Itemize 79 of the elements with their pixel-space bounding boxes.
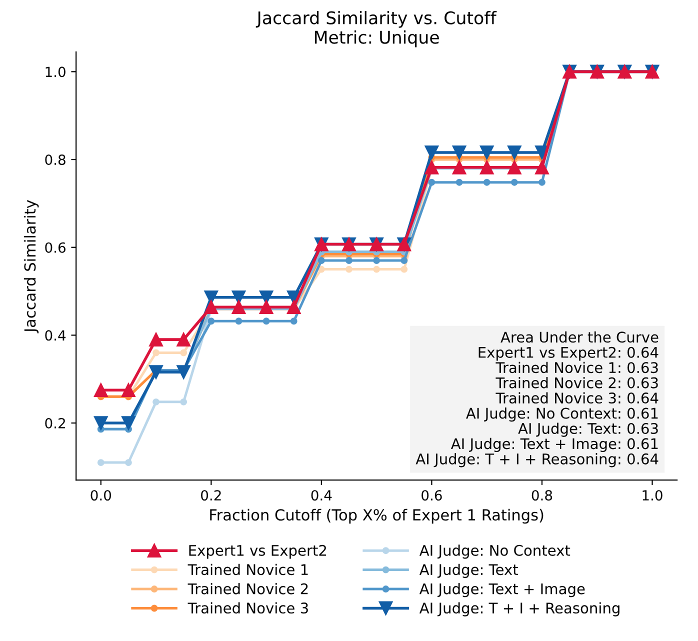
y-axis-title: Jaccard Similarity [24, 200, 39, 334]
point [346, 257, 352, 264]
point [149, 365, 163, 380]
annotation: Expert1 vs Expert2: 0.64 [478, 346, 658, 361]
annotation: Trained Novice 3: 0.64 [496, 392, 658, 404]
annotation: AI Judge: T + I + Reasoning: 0.64 [416, 453, 658, 468]
point [235, 318, 242, 325]
point [124, 459, 132, 466]
x-tick-label: 0.0 [90, 490, 112, 501]
point [456, 178, 463, 186]
point [424, 160, 439, 174]
point [290, 318, 298, 325]
point [318, 257, 325, 264]
annotation: Trained Novice 2: 0.63 [496, 377, 658, 388]
x-tick-label: 1.0 [642, 490, 662, 501]
point [97, 459, 104, 466]
annotation: AI Judge: Text: 0.63 [518, 422, 658, 437]
point [373, 257, 380, 264]
x-tick-label: 0.8 [532, 490, 552, 501]
point [259, 290, 274, 304]
point [538, 178, 546, 186]
y-tick-label: 0.8 [45, 154, 66, 165]
point [122, 416, 136, 430]
point [452, 146, 466, 160]
point [428, 178, 436, 186]
legend-label: AI Judge: Text [419, 564, 518, 578]
point [94, 383, 108, 398]
point [507, 160, 522, 174]
point [180, 349, 188, 356]
point [400, 257, 408, 264]
legend-label: AI Judge: Text + Image [419, 583, 585, 598]
point [483, 178, 490, 186]
point [152, 349, 160, 356]
annotation: Trained Novice 1: 0.63 [496, 362, 658, 374]
point [122, 383, 136, 398]
point [507, 146, 522, 160]
point [94, 416, 108, 430]
x-tick-label: 0.6 [422, 490, 442, 501]
legend-label: AI Judge: No Context [419, 544, 570, 559]
y-tick-label: 1.0 [46, 66, 66, 78]
point [480, 146, 494, 160]
point [373, 266, 380, 273]
x-tick-label: 0.2 [201, 490, 221, 501]
point [152, 398, 160, 406]
point [180, 398, 188, 406]
point [204, 290, 218, 304]
point [208, 318, 215, 325]
annotation: AI Judge: Text + Image: 0.61 [450, 438, 658, 452]
point [232, 290, 246, 304]
legend-label: AI Judge: T + I + Reasoning [419, 602, 620, 616]
annotation: Area Under the Curve [500, 331, 658, 343]
chart-subtitle: Metric: Unique [314, 30, 439, 48]
point [480, 160, 494, 174]
x-axis-title: Fraction Cutoff (Top X% of Expert 1 Ratings) [210, 508, 544, 524]
point [318, 266, 325, 273]
point [510, 178, 518, 186]
legend-label: Trained Novice 1 [188, 564, 308, 576]
legend-label: Trained Novice 2 [188, 583, 308, 594]
annotation: AI Judge: No Context: 0.61 [466, 407, 658, 422]
y-tick-label: 0.2 [45, 418, 65, 428]
chart-title: Jaccard Similarity vs. Cutoff [256, 10, 497, 28]
point [535, 160, 549, 174]
point [346, 266, 352, 273]
point [452, 160, 466, 174]
point [424, 146, 439, 160]
point [232, 300, 246, 314]
point [286, 300, 301, 314]
y-tick-label: 0.4 [45, 330, 66, 341]
legend-label: Trained Novice 3 [188, 602, 308, 614]
point [176, 332, 191, 347]
legend-label: Expert1 vs Expert2 [189, 544, 326, 559]
x-tick-label: 0.4 [311, 490, 332, 501]
point [204, 300, 218, 314]
point [176, 365, 191, 380]
point [149, 332, 163, 347]
point [262, 318, 270, 325]
point [400, 266, 408, 273]
y-tick-label: 0.6 [45, 242, 66, 253]
point [259, 300, 274, 314]
